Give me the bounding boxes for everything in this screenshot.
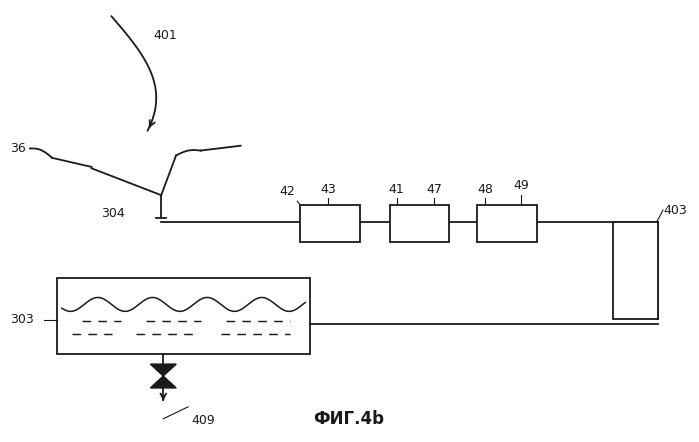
Text: 42: 42 <box>280 185 296 198</box>
Text: 36: 36 <box>10 142 26 155</box>
Bar <box>301 205 360 242</box>
Bar <box>390 205 449 242</box>
Text: 43: 43 <box>320 183 336 196</box>
Text: 41: 41 <box>389 183 405 196</box>
Text: 49: 49 <box>513 179 528 192</box>
Bar <box>477 205 537 242</box>
Text: 48: 48 <box>477 183 493 196</box>
Bar <box>57 278 310 354</box>
Text: ФИГ.4b: ФИГ.4b <box>314 410 384 428</box>
Polygon shape <box>150 376 176 388</box>
Text: 303: 303 <box>10 313 34 326</box>
Text: 47: 47 <box>426 183 442 196</box>
Text: 304: 304 <box>101 206 125 220</box>
Text: 403: 403 <box>663 204 686 217</box>
Bar <box>613 222 658 320</box>
Text: 401: 401 <box>153 29 177 42</box>
Polygon shape <box>150 364 176 376</box>
Text: 409: 409 <box>191 414 215 427</box>
